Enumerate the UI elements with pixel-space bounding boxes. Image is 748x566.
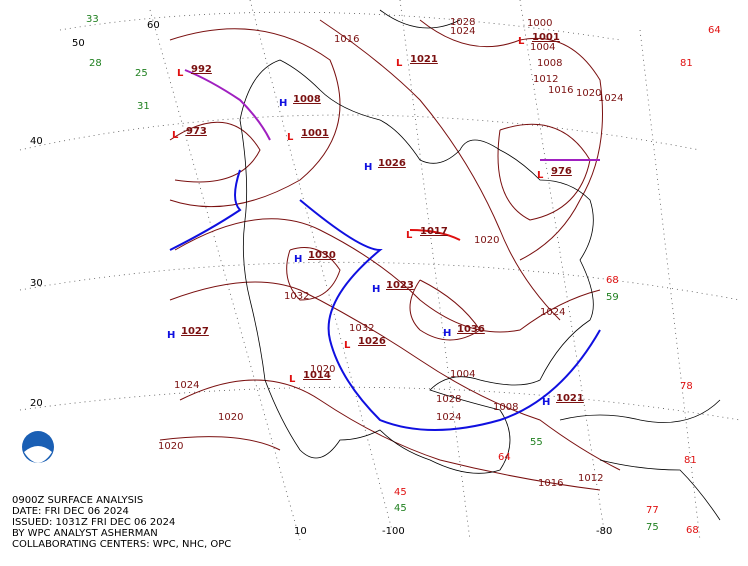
isobar-label: 1012	[533, 74, 558, 85]
latitude-label: 60	[147, 20, 160, 31]
pressure-value: 1026	[358, 336, 386, 347]
isobar-label: 1012	[578, 473, 603, 484]
pressure-value: 1036	[457, 324, 485, 335]
pressure-value: 1008	[293, 94, 321, 105]
noaa-logo	[22, 431, 54, 463]
station-value: 81	[684, 455, 697, 466]
pressure-symbol: L	[396, 58, 403, 69]
station-value: 68	[686, 525, 699, 536]
isobar-label: 1020	[218, 412, 243, 423]
isobar-label: 1032	[284, 291, 309, 302]
station-value: 78	[680, 381, 693, 392]
pressure-value: 1030	[308, 250, 336, 261]
caption-line: DATE: FRI DEC 06 2024	[12, 506, 129, 517]
isobar-label: 1020	[158, 441, 183, 452]
isobar-label: 1020	[576, 88, 601, 99]
station-value: 77	[646, 505, 659, 516]
pressure-symbol: L	[287, 132, 294, 143]
pressure-symbol: H	[167, 330, 175, 341]
pressure-value: 976	[551, 166, 572, 177]
caption-line: BY WPC ANALYST ASHERMAN	[12, 528, 158, 539]
isobar-label: 1020	[310, 364, 335, 375]
pressure-value: 1014	[303, 370, 331, 381]
station-value: 45	[394, 503, 407, 514]
station-value: 68	[606, 275, 619, 286]
station-value: 25	[135, 68, 148, 79]
pressure-value: 1021	[410, 54, 438, 65]
longitude-label: -100	[382, 526, 405, 537]
pressure-symbol: H	[294, 254, 302, 265]
pressure-symbol: H	[542, 397, 550, 408]
station-value: 81	[680, 58, 693, 69]
pressure-value: 1001	[532, 32, 560, 43]
latitude-label: 40	[30, 136, 43, 147]
pressure-value: 1001	[301, 128, 329, 139]
isobar-label: 1024	[540, 307, 565, 318]
pressure-symbol: L	[344, 340, 351, 351]
pressure-symbol: L	[518, 36, 525, 47]
pressure-symbol: L	[177, 68, 184, 79]
pressure-symbol: L	[406, 230, 413, 241]
isobar-label: 1016	[334, 34, 359, 45]
isobar-label: 1024	[450, 26, 475, 37]
caption-line: COLLABORATING CENTERS: WPC, NHC, OPC	[12, 539, 231, 550]
pressure-symbol: L	[172, 130, 179, 141]
latitude-label: 30	[30, 278, 43, 289]
pressure-value: 1017	[420, 226, 448, 237]
station-value: 33	[86, 14, 99, 25]
isobar-label: 1024	[436, 412, 461, 423]
latitude-label: 20	[30, 398, 43, 409]
isobar-label: 1004	[530, 42, 555, 53]
pressure-symbol: H	[443, 328, 451, 339]
isobar-label: 1024	[598, 93, 623, 104]
isobar-label: 1020	[474, 235, 499, 246]
pressure-symbol: L	[537, 170, 544, 181]
caption-line: ISSUED: 1031Z FRI DEC 06 2024	[12, 517, 175, 528]
station-value: 75	[646, 522, 659, 533]
isobar-label: 1016	[548, 85, 573, 96]
pressure-value: 973	[186, 126, 207, 137]
pressure-value: 1027	[181, 326, 209, 337]
isobar-label: 1000	[527, 18, 552, 29]
pressure-symbol: H	[279, 98, 287, 109]
coastlines	[239, 9, 721, 521]
station-value: 59	[606, 292, 619, 303]
station-value: 64	[708, 25, 721, 36]
isobar-label: 1024	[174, 380, 199, 391]
station-value: 31	[137, 101, 150, 112]
caption-line: 0900Z SURFACE ANALYSIS	[12, 495, 143, 506]
pressure-value: 1021	[556, 393, 584, 404]
station-value: 28	[89, 58, 102, 69]
isobar-label: 1028	[436, 394, 461, 405]
pressure-value: 1023	[386, 280, 414, 291]
isobar-label: 1016	[538, 478, 563, 489]
isobar-label: 1008	[537, 58, 562, 69]
pressure-symbol: H	[372, 284, 380, 295]
latitude-label: 50	[72, 38, 85, 49]
graticule	[19, 0, 741, 541]
pressure-symbol: H	[364, 162, 372, 173]
pressure-value: 992	[191, 64, 212, 75]
isobar-label: 1004	[450, 369, 475, 380]
station-value: 55	[530, 437, 543, 448]
station-value: 45	[394, 487, 407, 498]
longitude-label: -80	[596, 526, 612, 537]
isobar-label: 1028	[450, 17, 475, 28]
pressure-value: 1026	[378, 158, 406, 169]
longitude-label: 10	[294, 526, 307, 537]
fronts	[169, 69, 601, 431]
pressure-symbol: L	[289, 374, 296, 385]
isobar-label: 1032	[349, 323, 374, 334]
isobar-label: 1008	[493, 402, 518, 413]
station-value: 64	[498, 452, 511, 463]
isobars	[159, 19, 621, 491]
